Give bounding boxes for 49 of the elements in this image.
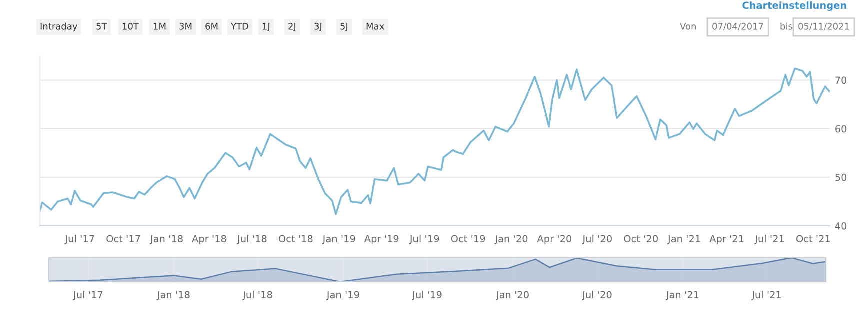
x-tick-label: Jan '20 [496,291,529,300]
x-tick-label: Apr '20 [537,235,572,244]
text: 5T [96,23,108,30]
text: 2J [288,22,296,32]
x-tick-label: Jul '20 [582,235,612,244]
y-tick-label: 60 [836,125,847,133]
x-tick-label: Jan '19 [326,291,360,300]
line-series [40,68,830,216]
x-tick-label: Jan '21 [666,291,699,300]
text: 1J [262,23,270,32]
x-tick-label: Jul '21 [752,291,782,300]
text: 07/04/2017 [712,22,764,31]
x-tick-label: Jul '19 [412,291,442,300]
y-tick-label: 40 [835,222,847,230]
x-tick-label: Oct '18 [279,235,313,243]
x-tick-label: Jan '18 [150,235,183,244]
x-tick-label: Jan '21 [667,235,700,244]
text: Von [680,23,696,30]
x-tick-label: Jan '19 [322,235,356,244]
x-tick-label: Jul '18 [242,291,272,300]
text: 1M [154,23,166,30]
x-tick-label: Apr '18 [192,235,226,244]
x-tick-label: Jan '20 [494,235,528,244]
x-tick-label: Apr '19 [364,235,399,244]
text: 3M [180,22,192,30]
text: 3J [314,22,322,32]
text: bis [780,22,792,30]
text: 5J [340,23,348,32]
x-tick-label: Jul '20 [582,291,612,300]
text: Max [366,23,384,30]
x-tick-label: Oct '17 [106,235,140,243]
x-tick-label: Oct '20 [624,235,658,243]
x-tick-label: Jan '18 [156,291,190,300]
y-tick-label: 70 [836,76,847,84]
x-tick-label: Jul '21 [754,235,784,244]
x-tick-label: Jul '19 [409,235,440,244]
text: 10T [122,22,140,30]
text: 05/11/2021 [798,22,850,31]
text: YTD [230,23,248,30]
x-tick-label: Jul '18 [237,235,267,244]
text: 6M [206,22,218,30]
x-tick-label: Oct '19 [451,235,486,243]
x-tick-label: Oct '21 [796,235,830,243]
x-tick-label: Jul '17 [73,291,103,300]
text: Intraday [40,22,78,32]
x-tick-label: Apr '21 [710,235,744,244]
x-tick-label: Jul '17 [64,235,94,244]
y-tick-label: 50 [836,174,847,182]
text: Charteinstellungen [742,2,846,12]
